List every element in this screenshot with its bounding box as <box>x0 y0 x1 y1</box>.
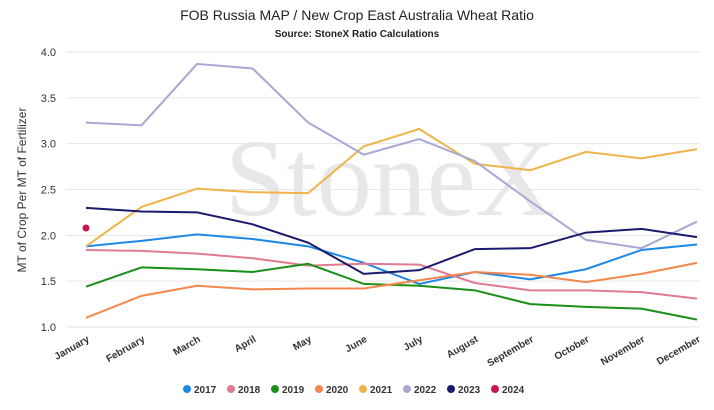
series-line <box>85 261 698 319</box>
legend-marker <box>491 385 499 393</box>
x-tick-label: January <box>53 334 92 363</box>
legend-label: 2021 <box>370 385 393 396</box>
legend-label: 2017 <box>194 385 217 396</box>
x-tick-label: December <box>655 334 702 368</box>
y-tick-label: 2.0 <box>41 230 56 242</box>
x-tick-label: September <box>486 334 536 369</box>
x-tick-label: May <box>291 334 314 353</box>
x-tick-label: June <box>344 334 370 355</box>
data-point <box>82 224 90 232</box>
series-line <box>85 206 698 275</box>
watermark: StoneX <box>225 117 555 239</box>
x-tick-label: October <box>553 334 592 363</box>
legend-marker <box>271 385 279 393</box>
series-line <box>85 249 698 300</box>
legend-label: 2020 <box>326 385 349 396</box>
y-tick-label: 3.5 <box>41 93 56 105</box>
x-tick-label: August <box>445 334 481 361</box>
legend-marker <box>227 385 235 393</box>
legend-marker <box>315 385 323 393</box>
x-tick-label: February <box>104 334 147 365</box>
series-line <box>85 127 698 248</box>
y-axis-label: MT of Crop Per MT of Fertilizer <box>15 108 29 273</box>
legend-label: 2023 <box>458 385 481 396</box>
x-tick-label: July <box>402 334 425 354</box>
legend-marker <box>403 385 411 393</box>
chart-subtitle: Source: StoneX Ratio Calculations <box>275 29 440 40</box>
legend-label: 2024 <box>502 385 525 396</box>
legend-label: 2022 <box>414 385 437 396</box>
chart-title: FOB Russia MAP / New Crop East Australia… <box>180 7 534 23</box>
y-tick-label: 1.5 <box>41 276 56 288</box>
y-tick-label: 3.0 <box>41 139 56 151</box>
legend-marker <box>447 385 455 393</box>
x-tick-label: April <box>233 334 258 355</box>
legend-label: 2019 <box>282 385 305 396</box>
series-line <box>85 233 698 285</box>
x-tick-label: March <box>172 334 203 358</box>
legend-marker <box>359 385 367 393</box>
legend-label: 2018 <box>238 385 261 396</box>
x-tick-label: November <box>599 334 647 368</box>
y-tick-label: 2.5 <box>41 185 56 197</box>
legend-marker <box>183 385 191 393</box>
y-tick-label: 4.0 <box>41 47 56 59</box>
y-tick-label: 1.0 <box>41 322 56 334</box>
series-line <box>85 62 698 250</box>
